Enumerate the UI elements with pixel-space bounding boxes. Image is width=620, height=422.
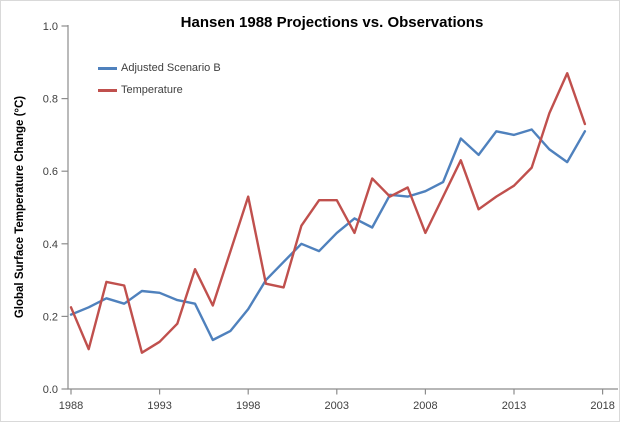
y-tick-label: 0.4 — [43, 239, 58, 251]
x-tick-label: 1998 — [236, 400, 260, 412]
y-tick-label: 0.0 — [43, 384, 58, 396]
legend-label: Temperature — [121, 84, 183, 96]
x-tick-label: 2008 — [413, 400, 437, 412]
chart-title: Hansen 1988 Projections vs. Observations — [180, 14, 484, 31]
x-tick-label: 1988 — [59, 400, 83, 412]
legend-line-swatch-blue — [98, 66, 117, 70]
y-tick-label: 1.0 — [43, 21, 58, 33]
legend-label: Adjusted Scenario B — [121, 62, 221, 74]
legend-line-swatch-red — [98, 88, 117, 92]
legend-entry-adjusted-scenario-b: Adjusted Scenario B — [98, 62, 221, 74]
y-tick-label: 0.8 — [43, 94, 58, 106]
series-line-adjusted-scenario-b — [69, 128, 587, 342]
x-tick-label: 2018 — [590, 400, 614, 412]
x-tick-label: 1993 — [147, 400, 171, 412]
series-line-temperature — [69, 71, 587, 354]
y-tick-label: 0.6 — [43, 166, 58, 178]
y-tick-label: 0.2 — [43, 311, 58, 323]
axis-lines — [67, 25, 618, 390]
x-tick-label: 2003 — [325, 400, 349, 412]
y-axis-title: Global Surface Temperature Change (°C) — [14, 95, 26, 319]
legend-entry-temperature: Temperature — [98, 84, 183, 96]
x-tick-label: 2013 — [502, 400, 526, 412]
